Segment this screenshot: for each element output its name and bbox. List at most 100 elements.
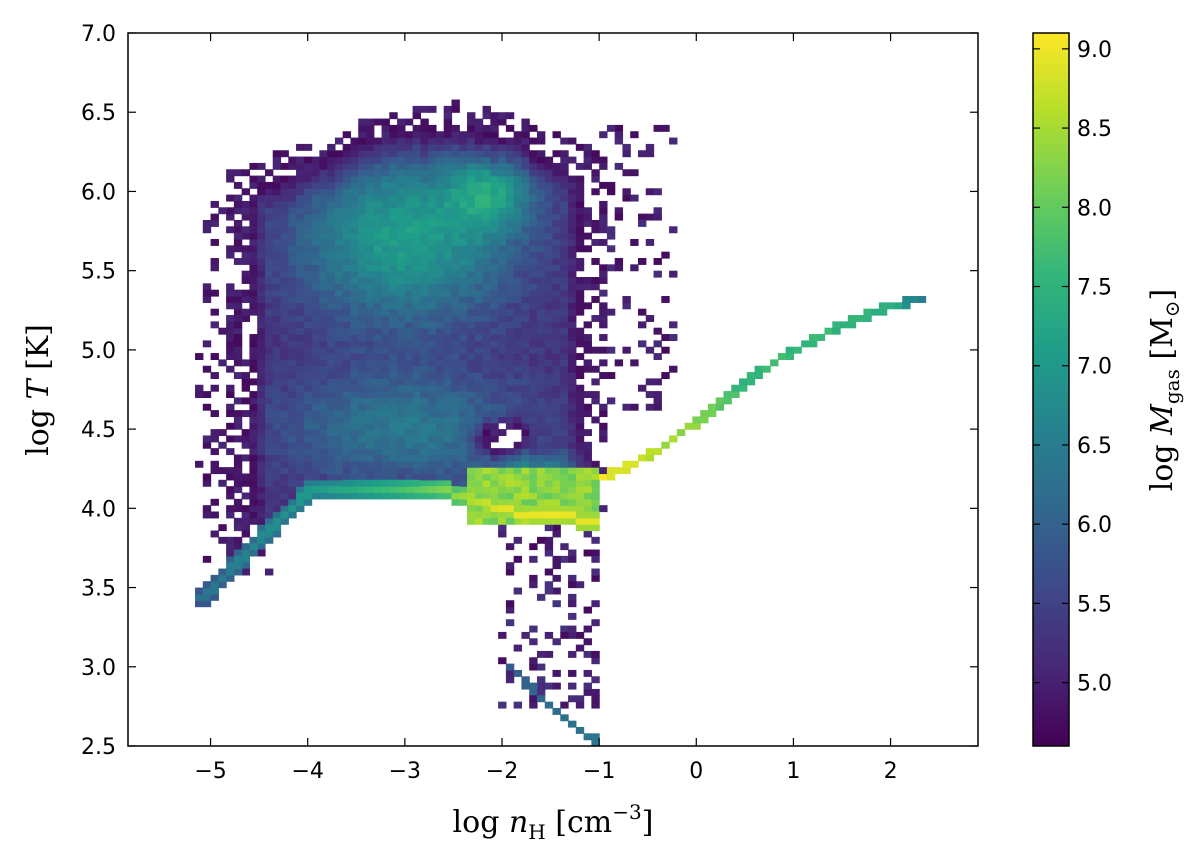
heatmap-cell xyxy=(420,162,429,170)
heatmap-cell xyxy=(381,429,390,437)
heatmap-cell xyxy=(529,346,538,354)
heatmap-cell xyxy=(311,327,320,335)
heatmap-cell xyxy=(366,257,375,265)
heatmap-cell xyxy=(568,296,577,303)
heatmap-cell xyxy=(412,238,421,246)
heatmap-cell xyxy=(366,118,375,126)
heatmap-cell xyxy=(583,479,592,487)
heatmap-cell xyxy=(544,175,554,183)
heatmap-cell xyxy=(552,505,561,513)
heatmap-cell xyxy=(459,156,468,164)
heatmap-cell xyxy=(591,257,600,265)
heatmap-cell xyxy=(435,327,445,335)
heatmap-cell xyxy=(435,454,445,462)
heatmap-cell xyxy=(536,283,546,291)
heatmap-cell xyxy=(521,289,530,297)
heatmap-cell xyxy=(288,340,297,348)
heatmap-cell xyxy=(513,296,523,303)
heatmap-cell xyxy=(389,327,398,335)
heatmap-cell xyxy=(521,372,530,380)
heatmap-cell xyxy=(381,486,390,494)
heatmap-cell xyxy=(303,226,313,234)
heatmap-cell xyxy=(319,321,328,329)
heatmap-cell xyxy=(412,353,421,360)
heatmap-cell xyxy=(342,353,352,360)
heatmap-cell xyxy=(583,429,592,437)
heatmap-cell xyxy=(591,574,600,582)
heatmap-cell xyxy=(210,593,219,601)
heatmap-cell xyxy=(350,207,359,215)
heatmap-cell xyxy=(630,238,639,246)
heatmap-cell xyxy=(591,150,600,158)
heatmap-cell xyxy=(404,162,414,170)
heatmap-cell xyxy=(420,365,429,373)
heatmap-cell xyxy=(591,650,600,658)
heatmap-cell xyxy=(467,296,476,303)
heatmap-cell xyxy=(303,289,313,297)
heatmap-cell xyxy=(327,346,336,354)
heatmap-cell xyxy=(389,150,398,158)
heatmap-cell xyxy=(443,384,453,392)
heatmap-cell xyxy=(536,200,546,208)
heatmap-cell xyxy=(241,257,251,265)
heatmap-cell xyxy=(552,638,561,646)
heatmap-cell xyxy=(552,467,561,475)
heatmap-cell xyxy=(280,308,289,316)
heatmap-cell xyxy=(498,207,507,215)
heatmap-cell xyxy=(467,169,476,177)
heatmap-cell xyxy=(513,143,523,151)
heatmap-cell xyxy=(233,346,243,354)
heatmap-cell xyxy=(412,302,421,310)
heatmap-cell xyxy=(358,416,367,424)
heatmap-cell xyxy=(373,454,383,462)
heatmap-cell xyxy=(249,334,258,341)
heatmap-cell xyxy=(443,473,453,481)
heatmap-cell xyxy=(296,175,305,183)
heatmap-cell xyxy=(296,454,305,462)
heatmap-cell xyxy=(459,308,468,316)
heatmap-cell xyxy=(482,238,491,246)
heatmap-cell xyxy=(490,188,499,196)
heatmap-cell xyxy=(272,270,282,278)
heatmap-cell xyxy=(257,435,266,443)
heatmap-cell xyxy=(404,448,414,456)
heatmap-cell xyxy=(521,200,530,208)
heatmap-cell xyxy=(397,454,406,462)
heatmap-cell xyxy=(296,403,305,411)
heatmap-cell xyxy=(529,270,538,278)
heatmap-cell xyxy=(606,397,616,405)
heatmap-cell xyxy=(272,467,282,475)
heatmap-cell xyxy=(591,549,600,557)
heatmap-cell xyxy=(544,270,554,278)
heatmap-cell xyxy=(420,143,429,151)
heatmap-cell xyxy=(296,334,305,341)
heatmap-cell xyxy=(505,207,515,215)
heatmap-cell xyxy=(459,200,468,208)
heatmap-cell xyxy=(591,498,600,506)
heatmap-cell xyxy=(451,473,460,481)
heatmap-cell xyxy=(319,238,328,246)
heatmap-cell xyxy=(264,283,274,291)
heatmap-cell xyxy=(257,511,266,519)
heatmap-cell xyxy=(482,378,491,386)
heatmap-cell xyxy=(459,194,468,202)
heatmap-cell xyxy=(249,511,258,519)
heatmap-cell xyxy=(575,213,585,221)
heatmap-cell xyxy=(241,562,251,570)
heatmap-cell xyxy=(272,315,282,322)
heatmap-cell xyxy=(521,321,530,329)
heatmap-cell xyxy=(498,137,507,145)
y-tick-label: 6.0 xyxy=(81,180,116,205)
heatmap-cell xyxy=(327,219,336,227)
heatmap-cell xyxy=(366,156,375,164)
heatmap-cell xyxy=(467,511,476,519)
heatmap-cell xyxy=(218,207,227,215)
heatmap-cell xyxy=(257,467,266,475)
heatmap-cell xyxy=(490,270,499,278)
heatmap-cell xyxy=(529,169,538,177)
heatmap-cell xyxy=(474,378,484,386)
heatmap-cell xyxy=(257,359,266,367)
heatmap-cell xyxy=(226,169,235,177)
heatmap-cell xyxy=(536,416,546,424)
heatmap-cell xyxy=(591,365,600,373)
